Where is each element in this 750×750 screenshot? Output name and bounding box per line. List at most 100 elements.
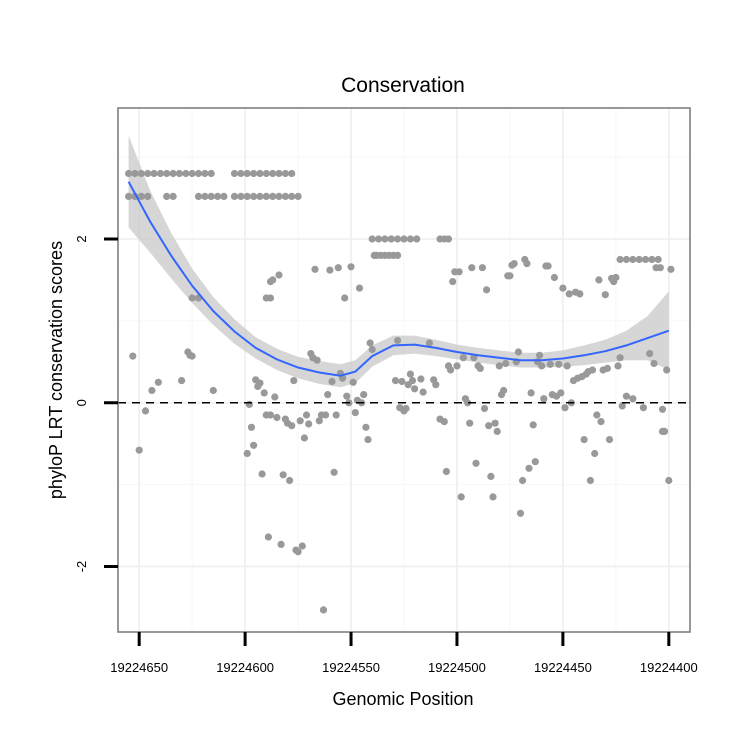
data-point xyxy=(595,276,603,284)
data-point xyxy=(375,235,383,243)
data-point xyxy=(141,407,150,415)
data-point xyxy=(250,169,258,178)
data-point xyxy=(444,235,453,243)
data-point xyxy=(614,362,622,370)
data-point xyxy=(182,169,190,178)
data-point xyxy=(315,417,323,425)
data-point xyxy=(294,192,302,200)
data-point xyxy=(343,392,351,400)
data-point xyxy=(207,192,215,200)
data-point xyxy=(495,362,503,370)
smooth-trend-line xyxy=(127,181,670,377)
data-point xyxy=(175,169,183,178)
data-point xyxy=(296,417,304,425)
data-point xyxy=(288,192,296,200)
data-point xyxy=(368,235,376,243)
data-point xyxy=(131,169,139,178)
data-point xyxy=(129,352,137,360)
data-point xyxy=(288,169,296,178)
data-point xyxy=(277,540,285,549)
data-point xyxy=(483,286,491,294)
data-point xyxy=(635,255,643,264)
x-tick-label: 19224600 xyxy=(216,660,274,675)
data-point xyxy=(260,389,268,397)
data-point xyxy=(557,389,565,397)
data-point xyxy=(273,413,281,422)
data-point xyxy=(256,169,264,178)
data-point xyxy=(269,192,277,200)
data-point xyxy=(237,192,245,200)
data-point xyxy=(201,169,209,178)
data-point xyxy=(419,388,427,396)
data-point xyxy=(326,266,334,274)
data-point xyxy=(341,294,349,302)
data-point xyxy=(519,476,527,485)
data-point xyxy=(262,169,270,178)
data-point xyxy=(480,404,489,413)
data-point xyxy=(194,169,203,178)
data-point xyxy=(639,404,648,412)
data-point xyxy=(612,273,620,282)
data-point xyxy=(514,348,523,356)
data-point xyxy=(658,405,667,413)
data-point xyxy=(188,352,196,360)
data-point xyxy=(593,411,601,419)
data-point xyxy=(311,265,319,273)
data-point xyxy=(360,391,368,399)
data-point xyxy=(269,276,277,284)
data-point xyxy=(298,542,306,550)
data-points xyxy=(125,169,675,614)
data-point xyxy=(550,273,559,282)
data-point xyxy=(597,418,605,426)
data-point xyxy=(555,360,563,368)
data-point xyxy=(156,169,164,178)
data-point xyxy=(294,548,302,556)
data-point xyxy=(442,467,450,476)
data-point xyxy=(319,606,328,614)
data-point xyxy=(169,169,177,178)
data-point xyxy=(527,389,535,397)
data-point xyxy=(413,235,421,243)
data-point xyxy=(243,192,251,200)
data-point xyxy=(464,399,472,407)
data-point xyxy=(366,339,374,347)
data-point xyxy=(269,169,277,178)
data-point xyxy=(629,255,637,264)
data-point xyxy=(531,458,539,466)
data-point xyxy=(188,169,196,178)
data-point xyxy=(332,411,340,419)
data-point xyxy=(125,169,133,178)
y-axis-title: phyloP LRT conservation scores xyxy=(46,241,66,499)
data-point xyxy=(529,421,537,429)
data-point xyxy=(478,264,486,272)
data-point xyxy=(591,449,599,458)
data-point xyxy=(349,378,357,386)
y-tick-label: 2 xyxy=(74,235,89,242)
data-point xyxy=(500,386,508,395)
data-point xyxy=(523,260,531,268)
data-point xyxy=(563,362,571,370)
data-point xyxy=(237,169,245,178)
data-point xyxy=(250,192,258,200)
data-point xyxy=(328,377,336,386)
data-point xyxy=(472,459,480,467)
data-point xyxy=(432,381,440,389)
data-point xyxy=(302,411,311,419)
data-point xyxy=(351,409,359,417)
data-point xyxy=(622,255,631,264)
data-point xyxy=(286,476,294,485)
data-point xyxy=(194,192,203,200)
data-point xyxy=(487,472,495,480)
data-point xyxy=(355,284,364,292)
data-point xyxy=(247,423,256,431)
data-point xyxy=(601,291,609,299)
data-point xyxy=(275,192,283,200)
data-point xyxy=(330,468,338,476)
x-tick-label: 19224500 xyxy=(428,660,486,675)
data-point xyxy=(425,339,433,347)
data-point xyxy=(559,284,567,292)
data-point xyxy=(502,359,510,368)
data-point xyxy=(256,192,264,200)
data-point xyxy=(207,169,215,178)
